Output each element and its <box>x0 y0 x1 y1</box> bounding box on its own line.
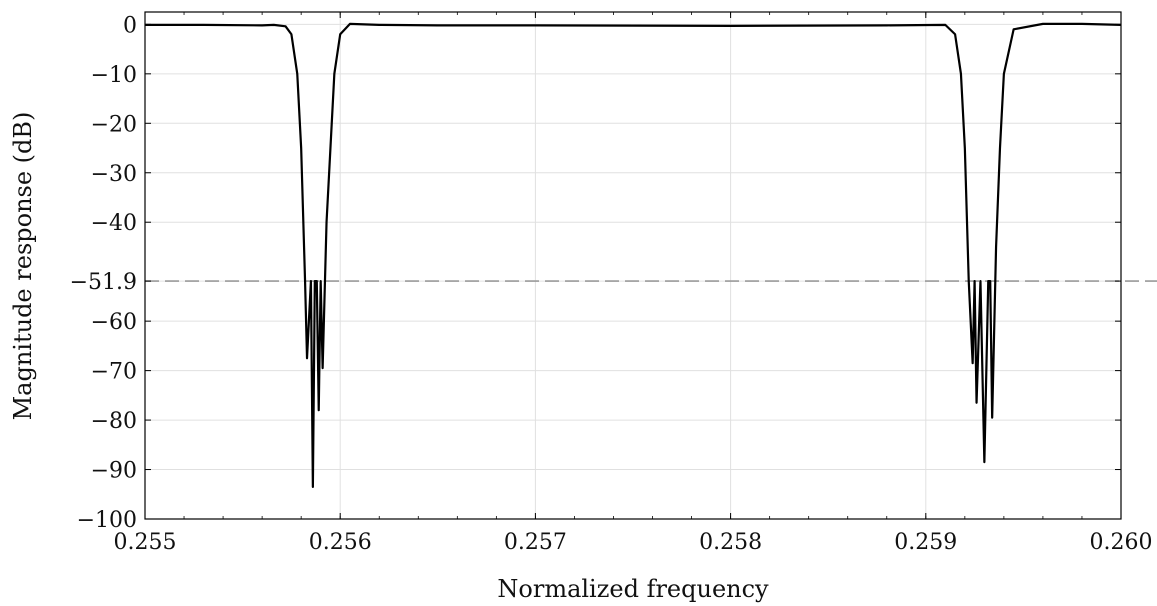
grid <box>144 12 1122 520</box>
y-axis-label: Magnitude response (dB) <box>9 112 37 421</box>
x-axis-label: Normalized frequency <box>497 575 769 603</box>
x-tick-label: 0.256 <box>309 530 372 555</box>
x-tick-label: 0.259 <box>894 530 957 555</box>
y-tick-label: 0 <box>123 13 137 38</box>
y-tick-label: −80 <box>91 409 137 434</box>
x-tick-label: 0.255 <box>114 530 177 555</box>
ticks: 0.255 0.256 0.257 0.258 0.259 0.260 0 −10 −20 −30… <box>70 12 1153 555</box>
y-tick-label: −90 <box>91 459 137 484</box>
y-tick-label: −20 <box>91 112 137 137</box>
y-tick-label: −60 <box>91 310 137 335</box>
series-layer <box>145 22 1122 488</box>
y-tick-label: −10 <box>91 63 137 88</box>
x-tick-label: 0.260 <box>1090 530 1153 555</box>
x-tick-label: 0.257 <box>504 530 567 555</box>
axes <box>144 11 1122 520</box>
x-tick-label: 0.258 <box>699 530 762 555</box>
y-tick-label: −51.9 <box>70 270 137 295</box>
series-line-0 <box>145 22 1122 488</box>
y-tick-label: −40 <box>91 211 137 236</box>
y-tick-label: −30 <box>91 162 137 187</box>
y-tick-label: −70 <box>91 360 137 385</box>
y-tick-label: −100 <box>77 508 137 533</box>
plot-frame <box>144 11 1122 520</box>
